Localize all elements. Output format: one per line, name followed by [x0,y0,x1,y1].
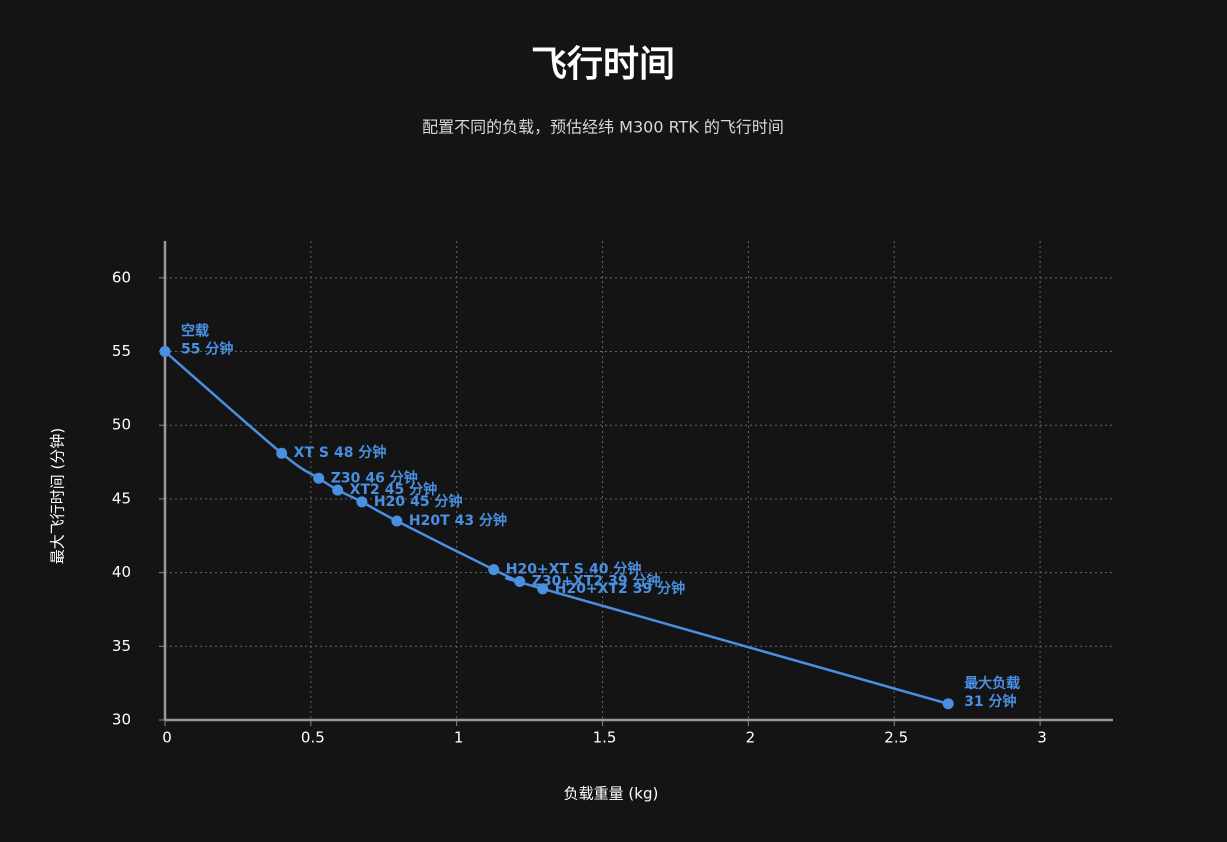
point [159,346,171,358]
x-tick-label: 2 [746,729,756,747]
point-label: Z30+XT2 39 分钟 [532,572,661,589]
x-tick-label: 3 [1037,729,1047,747]
point-label: H20+XT2 39 分钟 [555,580,685,597]
point [537,583,549,595]
y-tick-label: 55 [112,342,131,360]
point [276,447,288,459]
point-label: XT2 45 分钟 [350,481,437,498]
point [488,564,500,576]
point-label: H20 45 分钟 [374,493,463,510]
point [313,472,325,484]
x-tick-label: 2.5 [884,729,908,747]
point-name: XT S [294,445,329,461]
chart-subtitle: 配置不同的负载，预估经纬 M300 RTK 的飞行时间 [422,118,784,137]
data-label: 39 分钟 [608,572,660,589]
line [164,350,949,705]
point-label: H20T 43 分钟 [409,512,507,529]
point-label: Z30 46 分钟 [331,469,418,486]
x-tick-label: 0.5 [301,729,325,747]
data-label: 55 分钟 [181,341,233,358]
point-label: H20+XT S 40 分钟 [506,561,642,578]
point-name: 最大负载 [964,675,1020,692]
point-name: Z30 [331,470,361,486]
data-label: 43 分钟 [455,512,507,529]
data-label: 40 分钟 [589,561,641,578]
point [332,484,344,496]
point-name: XT2 [350,482,380,498]
y-axis-label: 最大飞行时间 (分钟) [49,428,67,564]
point-name: H20+XT S [506,562,584,578]
data-label: 46 分钟 [365,469,417,486]
y-tick-label: 30 [112,711,131,729]
data-label: 45 分钟 [410,493,462,510]
data-label: 48 分钟 [334,444,386,461]
x-axis-label: 负载重量 (kg) [564,785,659,803]
point [391,515,403,527]
point-name: 空载 [181,323,209,340]
data-label: 45 分钟 [385,481,437,498]
data-label: 31 分钟 [964,693,1016,710]
data-label: 39 分钟 [633,580,685,597]
point-name: H20+XT2 [555,581,628,597]
point-name: H20 [374,494,405,510]
y-tick-label: 45 [112,489,131,507]
point [514,575,526,587]
x-tick-label: 0 [162,729,172,747]
chart-title: 飞行时间 [531,44,675,85]
point-label: XT S 48 分钟 [294,444,387,461]
x-tick-label: 1 [454,729,464,747]
point-name: H20T [409,513,450,529]
point [942,698,954,710]
y-tick-label: 60 [112,268,131,286]
point [356,496,368,508]
x-tick-label: 1.5 [593,729,617,747]
point-name: Z30+XT2 [532,573,603,589]
y-tick-label: 40 [112,563,131,581]
y-tick-label: 35 [112,637,131,655]
y-tick-label: 50 [112,416,131,434]
